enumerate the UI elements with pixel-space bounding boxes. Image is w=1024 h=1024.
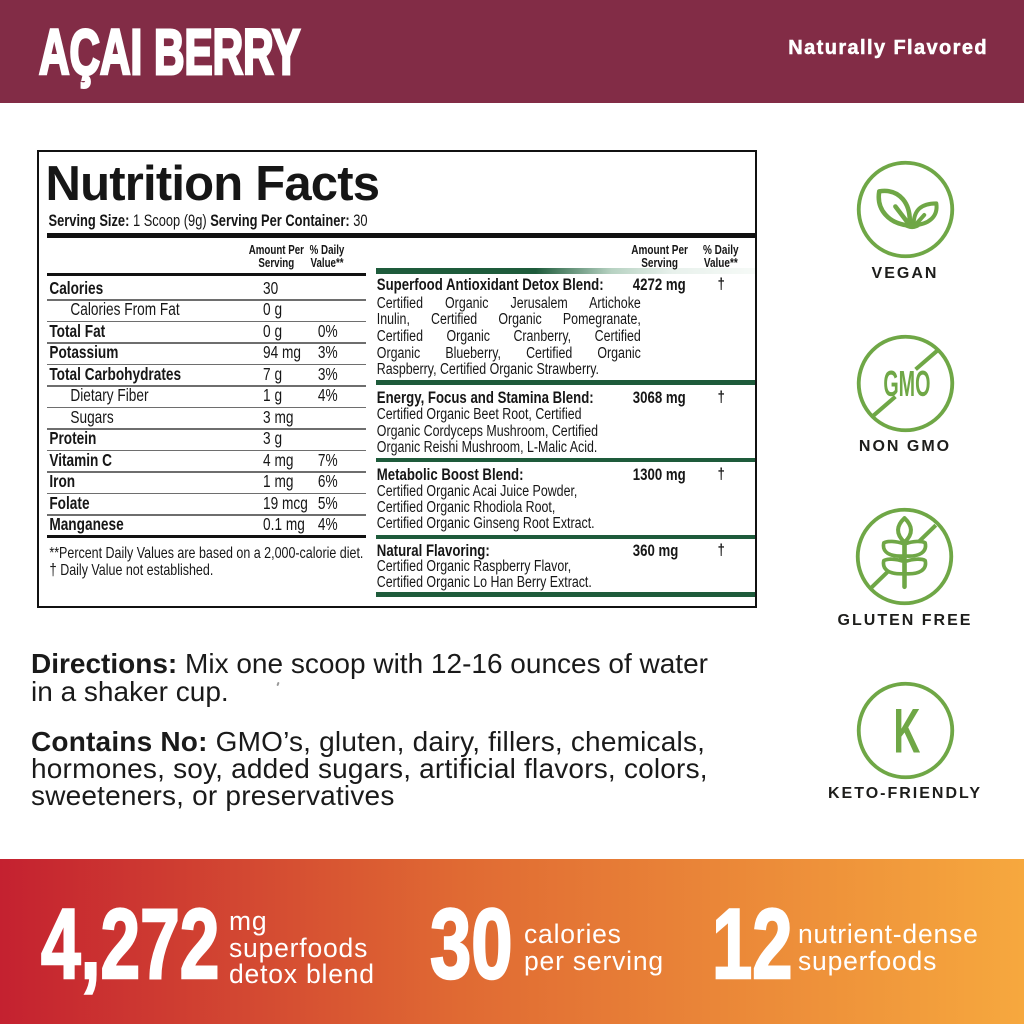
svg-text:K: K xyxy=(894,695,921,766)
svg-text:GMO: GMO xyxy=(883,365,930,405)
